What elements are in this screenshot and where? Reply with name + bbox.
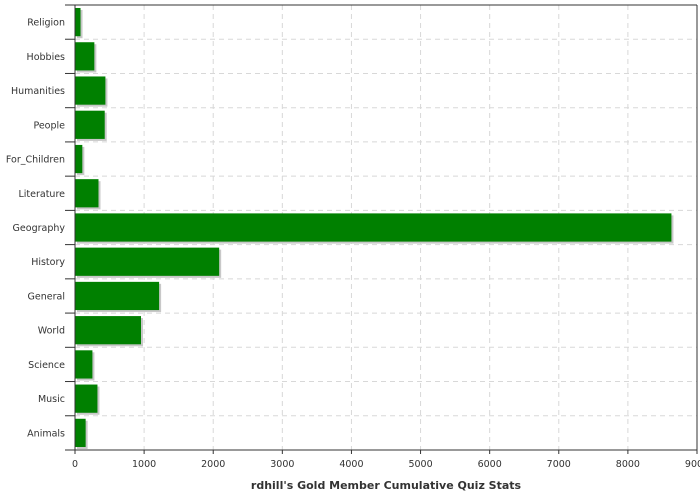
y-tick-label: Hobbies xyxy=(27,52,66,63)
y-tick-label: Animals xyxy=(27,428,65,439)
y-tick-label: For_Children xyxy=(6,155,65,166)
bar-humanities xyxy=(75,76,106,105)
x-tick-label: 5000 xyxy=(408,459,432,470)
x-tick-label: 1000 xyxy=(132,459,156,470)
x-tick-label: 6000 xyxy=(478,459,502,470)
x-tick-label: 4000 xyxy=(339,459,363,470)
bar-geography xyxy=(75,213,672,242)
y-tick-label: World xyxy=(38,326,65,337)
bar-literature xyxy=(75,179,99,208)
bar-people xyxy=(75,110,105,139)
x-tick-label: 9000 xyxy=(685,459,700,470)
x-tick-label: 0 xyxy=(72,459,78,470)
bar-animals xyxy=(75,418,86,447)
axes: Religion Hobbies Humanities People For_Child… xyxy=(6,4,700,470)
bar-science xyxy=(75,350,93,379)
x-tick-label: 3000 xyxy=(270,459,294,470)
y-tick-label: Science xyxy=(28,360,65,371)
bar-history xyxy=(75,247,220,276)
y-tick-label: History xyxy=(31,257,65,268)
y-tick-label: Music xyxy=(38,394,65,405)
y-tick-label: Religion xyxy=(27,18,65,29)
bars xyxy=(75,8,674,449)
bar-music xyxy=(75,384,98,413)
x-tick-label: 2000 xyxy=(201,459,225,470)
y-tick-label: Geography xyxy=(13,223,66,234)
y-tick-label: General xyxy=(28,291,65,302)
y-tick-label: Literature xyxy=(18,189,65,200)
bar-for-children xyxy=(75,144,83,174)
x-tick-label: 8000 xyxy=(616,459,640,470)
y-tick-label: Humanities xyxy=(11,86,65,97)
x-axis-label: rdhill's Gold Member Cumulative Quiz Sta… xyxy=(251,479,522,492)
bar-general xyxy=(75,281,160,311)
bar-religion xyxy=(75,8,81,37)
bar-world xyxy=(75,316,142,345)
bar-hobbies xyxy=(75,42,95,71)
x-tick-label: 7000 xyxy=(547,459,571,470)
y-tick-label: People xyxy=(33,120,65,131)
